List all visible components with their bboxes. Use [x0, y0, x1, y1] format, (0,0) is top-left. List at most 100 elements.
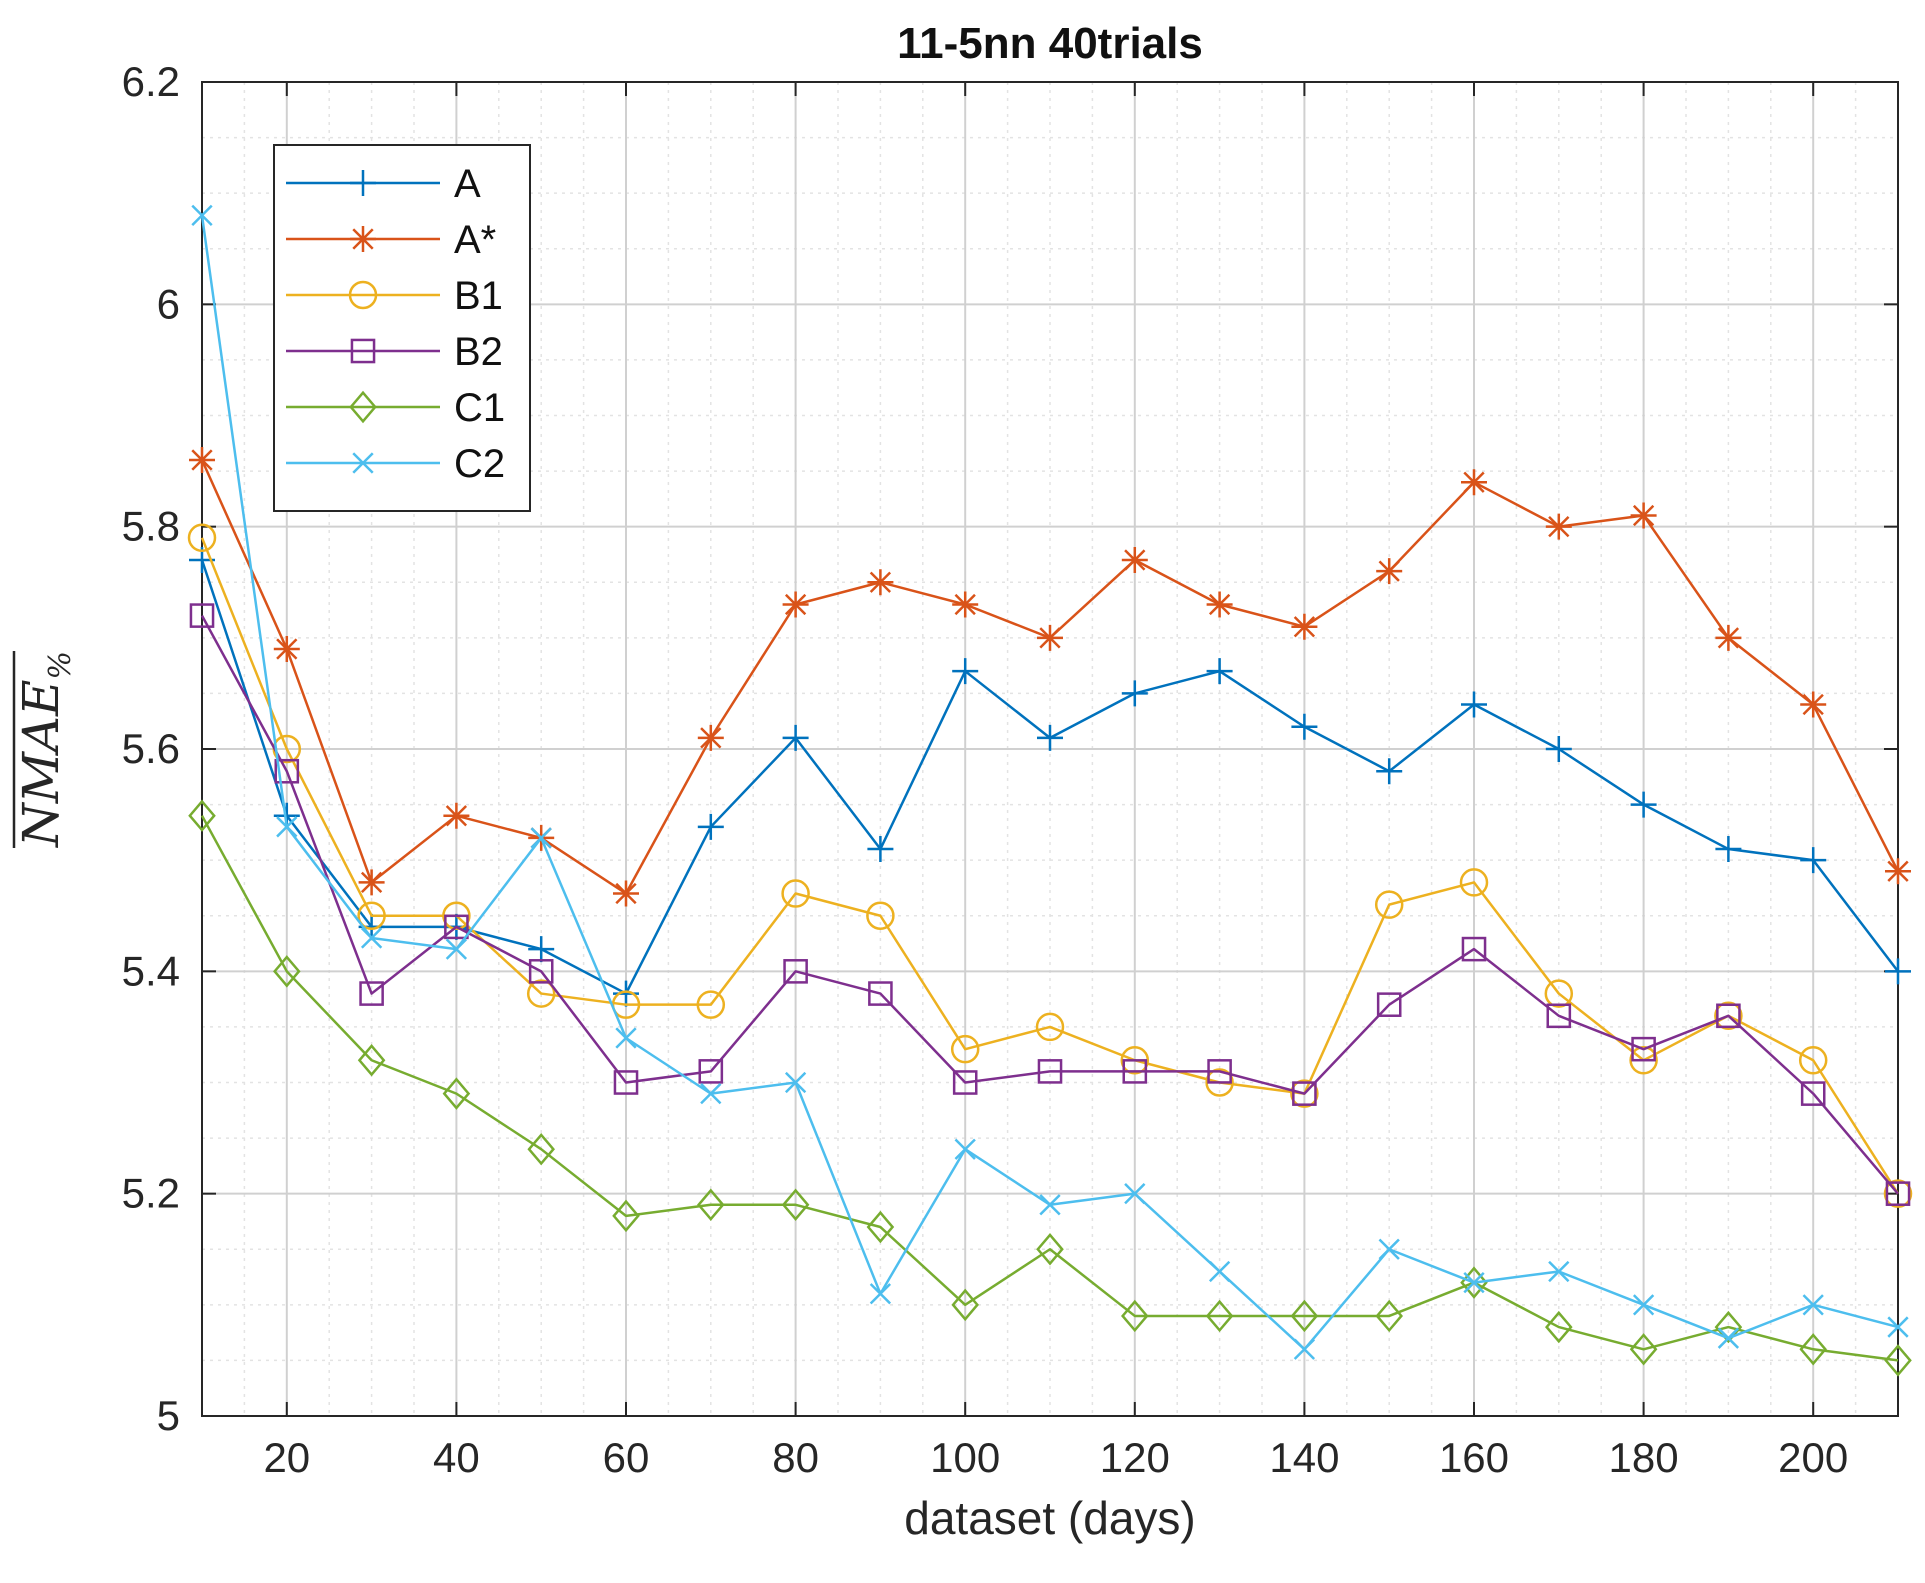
data-point: [1631, 1036, 1656, 1062]
data-point: [1461, 469, 1487, 496]
data-point: [528, 959, 554, 984]
legend-marker: [350, 170, 376, 196]
legend-marker: [350, 338, 376, 364]
data-point: [1798, 1046, 1828, 1075]
data-point: [784, 1071, 807, 1094]
data-point: [1630, 791, 1657, 818]
data-point: [700, 1082, 722, 1105]
data-point: [445, 938, 468, 960]
data-point: [954, 1138, 976, 1160]
data-point: [696, 990, 726, 1019]
legend-label: B2: [454, 330, 503, 374]
data-point: [1545, 736, 1572, 762]
data-point: [527, 1132, 555, 1166]
data-point: [866, 901, 895, 930]
data-point: [1121, 680, 1148, 707]
data-point: [1463, 1271, 1485, 1294]
data-point: [273, 635, 300, 662]
x-tick-label: 120: [1100, 1434, 1170, 1481]
y-axis: 5 5.2 5.4 5.6 5.8 6 6.2: [122, 58, 1898, 1439]
data-point: [274, 758, 300, 784]
chart-title: 11-5nn 40trials: [897, 19, 1203, 68]
data-point: [1292, 1081, 1317, 1106]
data-point: [1037, 724, 1063, 751]
data-point: [1461, 936, 1487, 962]
data-point: [1375, 1299, 1403, 1333]
data-point: [1799, 1333, 1827, 1366]
data-point: [613, 880, 639, 907]
y-axis-label: NMAE%: [12, 650, 78, 849]
legend-marker: [349, 390, 377, 424]
data-point: [1461, 691, 1487, 718]
data-point: [444, 914, 469, 940]
data-point: [866, 1210, 895, 1244]
y-tick-label: 5: [157, 1392, 180, 1439]
data-point: [189, 446, 215, 473]
y-tick-label: 6.2: [122, 58, 180, 105]
data-point: [357, 1044, 386, 1077]
data-point: [1802, 1294, 1824, 1316]
data-point: [1124, 1183, 1146, 1205]
data-point: [1883, 1179, 1913, 1208]
x-axis: 20 40 60 80 100 120 140 160 180 200: [263, 82, 1848, 1481]
x-tick-label: 200: [1778, 1434, 1848, 1481]
series-b2: [189, 603, 1911, 1206]
data-point: [1291, 613, 1318, 640]
data-point: [1037, 1059, 1063, 1084]
legend-item: C1: [286, 386, 505, 430]
data-point: [1717, 1327, 1740, 1349]
data-point: [1376, 992, 1402, 1017]
data-point: [528, 936, 555, 963]
data-point: [782, 724, 809, 751]
series-layer: [187, 204, 1913, 1377]
y-tick-label: 5.4: [122, 947, 180, 994]
x-tick-label: 100: [930, 1434, 1000, 1481]
data-point: [1037, 624, 1063, 651]
data-point: [952, 591, 979, 618]
data-point: [1629, 1333, 1658, 1366]
legend-label: C2: [454, 442, 505, 486]
data-point: [1544, 979, 1574, 1008]
legend: A A* B1 B2 C1 C2: [273, 144, 531, 512]
data-point: [1545, 1310, 1573, 1344]
data-point: [1800, 691, 1827, 718]
data-point: [613, 1070, 639, 1095]
data-point: [952, 1070, 978, 1095]
legend-marker: [348, 280, 378, 310]
data-point: [359, 981, 384, 1006]
x-tick-label: 160: [1439, 1434, 1509, 1481]
data-point: [1121, 547, 1148, 574]
data-point: [1376, 558, 1403, 585]
data-point: [1546, 1003, 1572, 1029]
data-point: [951, 1288, 979, 1322]
data-point: [781, 1188, 810, 1222]
legend-item: A: [286, 162, 481, 206]
data-point: [357, 901, 386, 930]
data-point: [869, 1283, 892, 1305]
data-point: [358, 869, 385, 896]
data-point: [697, 813, 724, 840]
data-point: [1800, 1081, 1826, 1106]
data-point: [1039, 1194, 1061, 1216]
y-axis-label-sub: %: [43, 651, 78, 680]
y-tick-label: 5.6: [122, 725, 180, 772]
data-point: [1290, 1079, 1319, 1108]
x-axis-label: dataset (days): [904, 1492, 1195, 1544]
legend-label: C1: [454, 386, 505, 430]
x-tick-label: 40: [433, 1434, 480, 1481]
x-tick-label: 20: [263, 1434, 310, 1481]
data-point: [443, 802, 470, 829]
data-point: [1035, 1012, 1065, 1042]
data-point: [697, 724, 724, 751]
data-point: [188, 799, 216, 832]
data-point: [1548, 1260, 1570, 1283]
data-point: [1378, 1238, 1400, 1260]
y-tick-label: 5.8: [122, 503, 180, 550]
legend-item: B2: [286, 330, 503, 374]
series-line: [200, 815, 1899, 1362]
data-point: [1206, 658, 1233, 685]
legend-marker: [352, 452, 374, 474]
x-tick-label: 140: [1269, 1434, 1339, 1481]
legend-item: C2: [286, 442, 505, 486]
